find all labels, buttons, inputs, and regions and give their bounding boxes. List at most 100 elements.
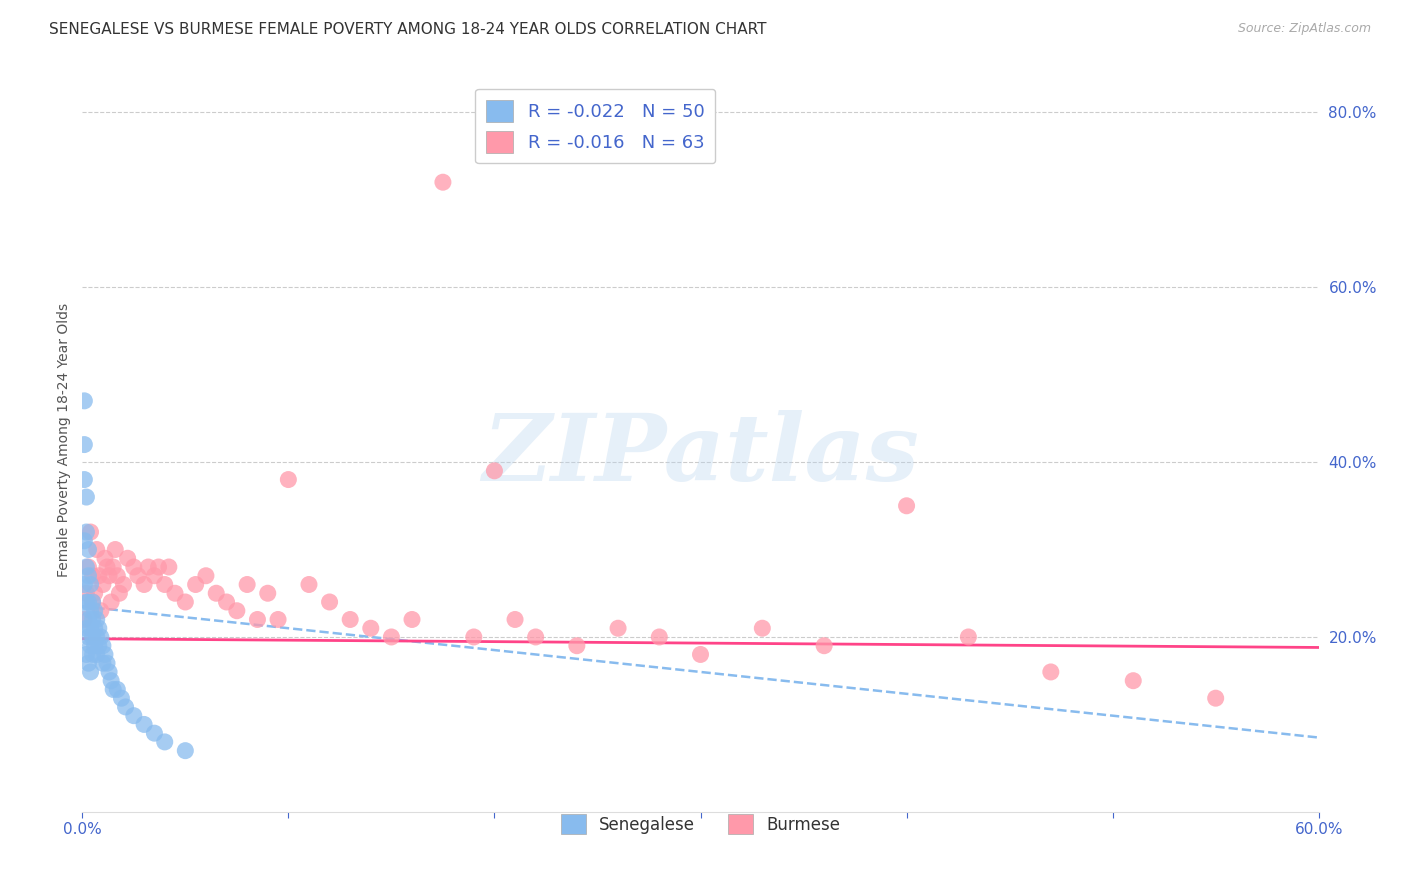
- Point: [82, 595, 104, 609]
- Point: [96, 560, 118, 574]
- Point: [318, 595, 340, 609]
- Point: [73, 577, 96, 591]
- Text: Source: ZipAtlas.com: Source: ZipAtlas.com: [1237, 22, 1371, 36]
- Point: [148, 560, 170, 574]
- Point: [277, 473, 299, 487]
- Point: [957, 630, 980, 644]
- Point: [503, 612, 526, 626]
- Point: [79, 639, 101, 653]
- Point: [401, 612, 423, 626]
- Point: [90, 604, 112, 618]
- Point: [96, 657, 118, 671]
- Point: [143, 726, 166, 740]
- Point: [79, 621, 101, 635]
- Point: [79, 524, 101, 539]
- Point: [75, 490, 97, 504]
- Point: [1122, 673, 1144, 688]
- Point: [117, 551, 139, 566]
- Point: [82, 595, 104, 609]
- Point: [127, 568, 149, 582]
- Point: [108, 586, 131, 600]
- Point: [75, 648, 97, 662]
- Point: [157, 560, 180, 574]
- Point: [751, 621, 773, 635]
- Point: [246, 612, 269, 626]
- Point: [75, 560, 97, 574]
- Point: [103, 560, 125, 574]
- Point: [87, 639, 110, 653]
- Point: [432, 175, 454, 189]
- Point: [103, 682, 125, 697]
- Point: [73, 473, 96, 487]
- Point: [896, 499, 918, 513]
- Point: [86, 542, 108, 557]
- Point: [82, 568, 104, 582]
- Point: [565, 639, 588, 653]
- Point: [94, 551, 117, 566]
- Point: [98, 665, 121, 679]
- Point: [1039, 665, 1062, 679]
- Point: [225, 604, 247, 618]
- Point: [79, 604, 101, 618]
- Point: [194, 568, 217, 582]
- Point: [105, 568, 128, 582]
- Point: [79, 577, 101, 591]
- Point: [86, 612, 108, 626]
- Point: [77, 560, 100, 574]
- Point: [463, 630, 485, 644]
- Point: [75, 586, 97, 600]
- Point: [236, 577, 259, 591]
- Point: [153, 735, 176, 749]
- Point: [91, 657, 114, 671]
- Point: [77, 568, 100, 582]
- Point: [174, 744, 197, 758]
- Point: [73, 533, 96, 548]
- Point: [75, 621, 97, 635]
- Point: [360, 621, 382, 635]
- Point: [75, 524, 97, 539]
- Point: [215, 595, 238, 609]
- Point: [75, 595, 97, 609]
- Point: [153, 577, 176, 591]
- Point: [83, 639, 105, 653]
- Point: [339, 612, 361, 626]
- Legend: Senegalese, Burmese: Senegalese, Burmese: [551, 804, 851, 845]
- Point: [82, 648, 104, 662]
- Point: [91, 577, 114, 591]
- Point: [77, 630, 100, 644]
- Text: ZIPatlas: ZIPatlas: [482, 410, 920, 500]
- Point: [298, 577, 321, 591]
- Point: [94, 648, 117, 662]
- Point: [82, 612, 104, 626]
- Point: [524, 630, 547, 644]
- Point: [83, 621, 105, 635]
- Point: [112, 577, 135, 591]
- Point: [136, 560, 159, 574]
- Point: [689, 648, 711, 662]
- Point: [122, 560, 145, 574]
- Point: [205, 586, 228, 600]
- Point: [484, 464, 506, 478]
- Point: [87, 621, 110, 635]
- Y-axis label: Female Poverty Among 18-24 Year Olds: Female Poverty Among 18-24 Year Olds: [58, 303, 72, 577]
- Point: [77, 542, 100, 557]
- Point: [91, 639, 114, 653]
- Point: [122, 708, 145, 723]
- Point: [82, 630, 104, 644]
- Point: [77, 657, 100, 671]
- Point: [132, 577, 155, 591]
- Point: [83, 586, 105, 600]
- Point: [1205, 691, 1227, 706]
- Point: [607, 621, 630, 635]
- Point: [90, 630, 112, 644]
- Point: [184, 577, 207, 591]
- Point: [73, 393, 96, 408]
- Point: [813, 639, 835, 653]
- Point: [163, 586, 186, 600]
- Point: [100, 595, 122, 609]
- Point: [105, 682, 128, 697]
- Point: [256, 586, 278, 600]
- Point: [98, 568, 121, 582]
- Point: [267, 612, 290, 626]
- Point: [174, 595, 197, 609]
